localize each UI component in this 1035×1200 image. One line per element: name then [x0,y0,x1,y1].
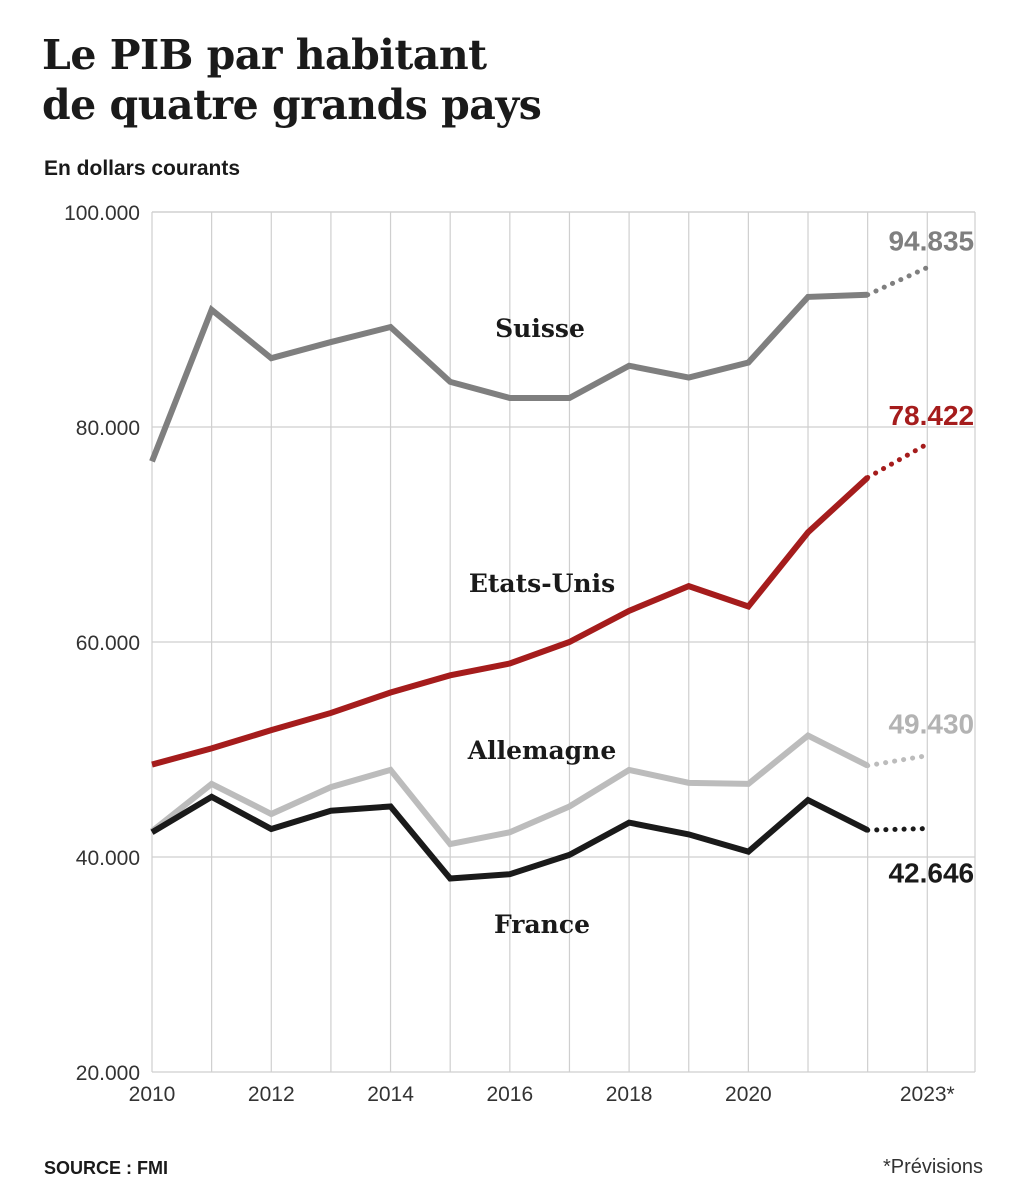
end-value-label-allemagne: 49.430 [888,709,974,740]
forecast-line-allemagne [865,753,930,769]
y-tick-label: 80.000 [76,417,140,440]
chart-labels: Suisse Etats-Unis Allemagne France 94.835 78.… [467,226,974,939]
y-tick-label: 40.000 [76,847,140,870]
y-tick-label: 100.000 [64,202,140,225]
end-value-label-suisse: 94.835 [888,226,974,257]
series-line-allemagne [150,731,870,848]
end-value-label-etats-unis: 78.422 [888,400,974,431]
forecast-note: *Prévisions [882,1156,983,1178]
series-label-france: France [494,910,590,939]
end-value-label-france: 42.646 [888,858,974,889]
chart-lines [149,265,930,882]
series-line-france [150,793,870,882]
chart-axes: 20.000 40.000 60.000 80.000 100.000 2010 2012 2… [64,202,955,1106]
title-line-1: Le PIB par habitant [42,31,487,79]
y-tick-label: 60.000 [76,632,140,655]
chart-subtitle: En dollars courants [44,157,241,180]
series-line-etats-unis [151,475,870,768]
title-line-2: de quatre grands pays [42,81,542,129]
x-tick-label: 2010 [129,1083,176,1106]
series-label-suisse: Suisse [495,314,585,343]
x-tick-label: 2014 [367,1083,414,1106]
y-tick-label: 20.000 [76,1062,140,1085]
x-tick-label: 2016 [486,1083,533,1106]
x-tick-label: 2012 [248,1083,295,1106]
x-tick-label: 2023* [900,1083,955,1106]
series-label-etats-unis: Etats-Unis [469,569,615,598]
chart-grid [151,211,976,1073]
forecast-line-france [865,826,930,833]
line-chart: 20.000 40.000 60.000 80.000 100.000 2010 2012 2… [64,202,976,1106]
x-tick-label: 2020 [725,1083,772,1106]
forecast-line-etats-unis [865,441,930,481]
source-note: SOURCE : FMI [44,1158,168,1178]
chart-title: Le PIB par habitant de quatre grands pay… [42,30,942,130]
x-tick-label: 2018 [606,1083,653,1106]
series-line-suisse [149,291,868,463]
series-label-allemagne: Allemagne [467,736,617,765]
forecast-line-suisse [865,265,930,298]
